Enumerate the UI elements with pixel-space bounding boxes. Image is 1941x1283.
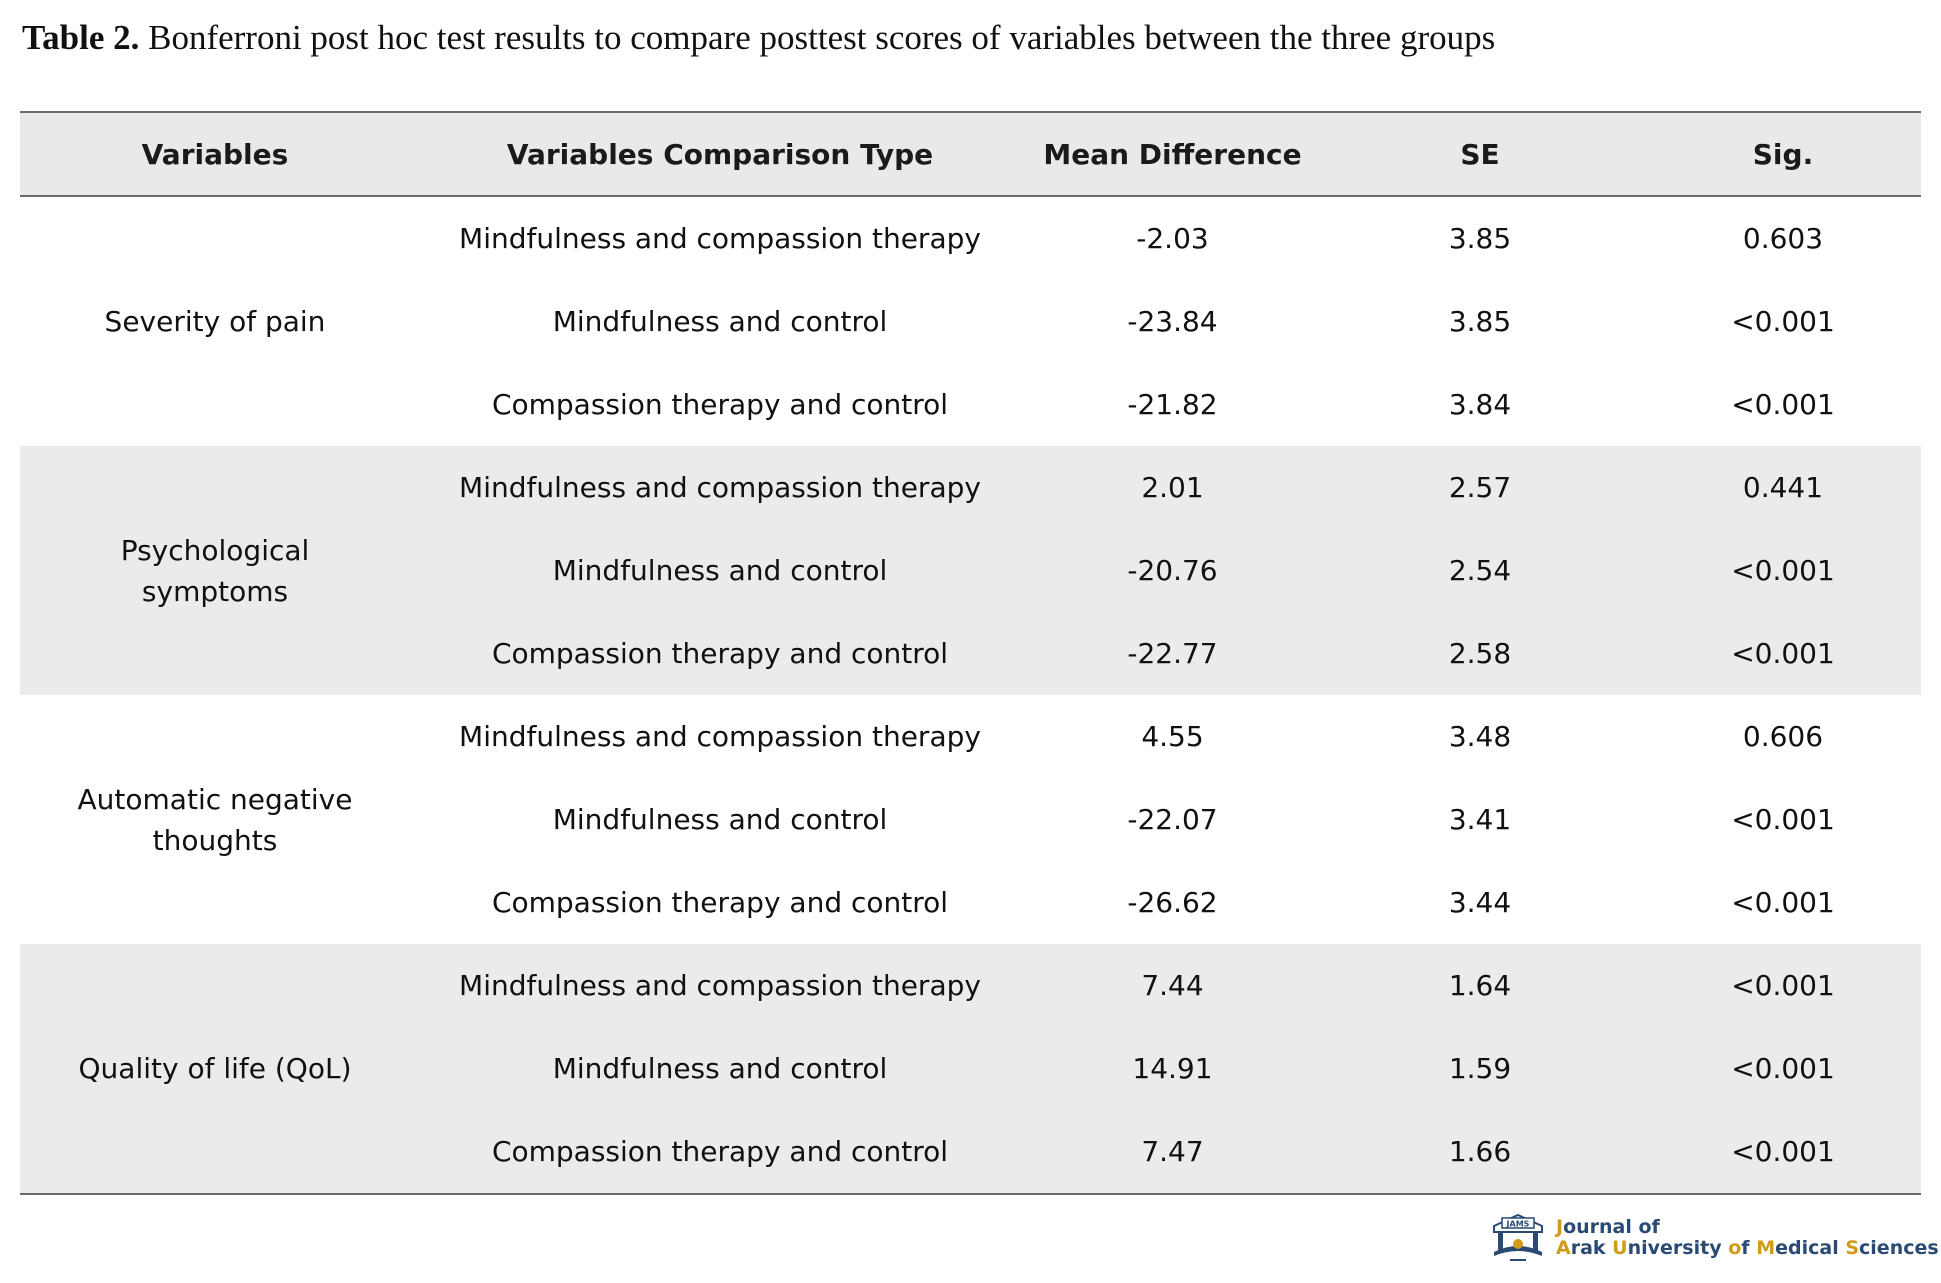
table-row: Mindfulness and control -22.07 3.41 <0.001 xyxy=(410,778,1921,861)
comparison-type-cell: Mindfulness and compassion therapy xyxy=(459,222,981,255)
sig-cell: <0.001 xyxy=(1731,803,1835,836)
comparison-type-cell: Mindfulness and compassion therapy xyxy=(459,969,981,1002)
comparison-type-cell: Compassion therapy and control xyxy=(491,637,949,670)
table-bottom-rule xyxy=(20,1193,1921,1195)
header-sig: Sig. xyxy=(1752,137,1814,171)
mean-difference-cell: -22.07 xyxy=(1127,803,1218,836)
table-row: Mindfulness and compassion therapy 7.44 1.… xyxy=(410,944,1921,1027)
results-table: Variables Variables Comparison Type Mean… xyxy=(20,111,1921,1195)
comparison-type-cell: Mindfulness and compassion therapy xyxy=(459,471,981,504)
table-row: Mindfulness and control 14.91 1.59 <0.001 xyxy=(410,1027,1921,1110)
se-cell: 1.59 xyxy=(1448,1052,1512,1085)
variable-group: Psychological symptoms Mindfulness and co… xyxy=(20,446,1921,695)
se-cell: 3.41 xyxy=(1448,803,1512,836)
comparison-type-cell: Mindfulness and control xyxy=(552,803,888,836)
journal-name: Journal of Arak University of Medical Sc… xyxy=(1556,1217,1939,1259)
se-cell: 3.85 xyxy=(1448,222,1512,255)
mean-difference-cell: -2.03 xyxy=(1136,222,1209,255)
table-caption: Table 2. Bonferroni post hoc test result… xyxy=(22,18,1495,58)
mean-difference-cell: 7.47 xyxy=(1141,1135,1204,1168)
sig-cell: 0.603 xyxy=(1742,222,1824,255)
table-row: Compassion therapy and control -22.77 2.58… xyxy=(410,612,1921,695)
table-number: Table 2. xyxy=(22,18,140,57)
header-se: SE xyxy=(1460,137,1500,171)
mean-difference-cell: -21.82 xyxy=(1127,388,1218,421)
comparison-type-cell: Mindfulness and control xyxy=(552,1052,888,1085)
sig-cell: <0.001 xyxy=(1731,388,1835,421)
emblem-text: JAMS xyxy=(1506,1220,1530,1229)
se-cell: 3.85 xyxy=(1448,305,1512,338)
mean-difference-cell: 7.44 xyxy=(1141,969,1204,1002)
journal-logo: JAMS Journal of Arak University of Medic… xyxy=(1488,1212,1939,1264)
sig-cell: <0.001 xyxy=(1731,1052,1835,1085)
mean-difference-cell: -22.77 xyxy=(1127,637,1218,670)
comparison-type-cell: Compassion therapy and control xyxy=(491,886,949,919)
sig-cell: 0.441 xyxy=(1742,471,1824,504)
se-cell: 1.66 xyxy=(1448,1135,1512,1168)
header-mean-difference: Mean Difference xyxy=(1043,137,1302,171)
comparison-type-cell: Mindfulness and compassion therapy xyxy=(459,720,981,753)
table-header: Variables Variables Comparison Type Mean… xyxy=(20,111,1921,197)
se-cell: 2.58 xyxy=(1448,637,1512,670)
journal-name-line1: Journal of xyxy=(1556,1216,1660,1238)
table-row: Mindfulness and compassion therapy 2.01 2.… xyxy=(410,446,1921,529)
table-row: Compassion therapy and control -21.82 3.84… xyxy=(410,363,1921,446)
sig-cell: <0.001 xyxy=(1731,637,1835,670)
table-row: Mindfulness and control -23.84 3.85 <0.001 xyxy=(410,280,1921,363)
se-cell: 3.44 xyxy=(1448,886,1512,919)
comparison-type-cell: Mindfulness and control xyxy=(552,554,888,587)
mean-difference-cell: -26.62 xyxy=(1127,886,1218,919)
se-cell: 2.57 xyxy=(1448,471,1512,504)
sig-cell: <0.001 xyxy=(1731,969,1835,1002)
se-cell: 3.84 xyxy=(1448,388,1512,421)
se-cell: 3.48 xyxy=(1448,720,1512,753)
variable-name: Psychological symptoms xyxy=(120,533,310,608)
header-comparison-type: Variables Comparison Type xyxy=(506,137,934,171)
header-variables: Variables xyxy=(141,137,289,171)
mean-difference-cell: 14.91 xyxy=(1132,1052,1213,1085)
mean-difference-cell: 4.55 xyxy=(1141,720,1204,753)
comparison-type-cell: Compassion therapy and control xyxy=(491,1135,949,1168)
sig-cell: <0.001 xyxy=(1731,1135,1835,1168)
sig-cell: <0.001 xyxy=(1731,305,1835,338)
variable-group: Severity of pain Mindfulness and compassi… xyxy=(20,197,1921,446)
variable-group: Automatic negative thoughts Mindfulness a… xyxy=(20,695,1921,944)
se-cell: 2.54 xyxy=(1448,554,1512,587)
variable-name: Quality of life (QoL) xyxy=(78,1052,352,1085)
table-row: Mindfulness and control -20.76 2.54 <0.001 xyxy=(410,529,1921,612)
sig-cell: <0.001 xyxy=(1731,554,1835,587)
se-cell: 1.64 xyxy=(1448,969,1512,1002)
mean-difference-cell: 2.01 xyxy=(1141,471,1204,504)
comparison-type-cell: Mindfulness and control xyxy=(552,305,888,338)
table-body: Severity of pain Mindfulness and compassi… xyxy=(20,197,1921,1193)
variable-name: Automatic negative thoughts xyxy=(77,782,353,857)
journal-name-line2: Arak University of Medical Sciences xyxy=(1556,1237,1939,1259)
mean-difference-cell: -23.84 xyxy=(1127,305,1218,338)
comparison-type-cell: Compassion therapy and control xyxy=(491,388,949,421)
journal-emblem-icon: JAMS xyxy=(1493,1213,1543,1261)
table-row: Compassion therapy and control -26.62 3.44… xyxy=(410,861,1921,944)
table-row: Mindfulness and compassion therapy -2.03 3… xyxy=(410,197,1921,280)
table-row: Mindfulness and compassion therapy 4.55 3.… xyxy=(410,695,1921,778)
sig-cell: 0.606 xyxy=(1742,720,1824,753)
table-row: Compassion therapy and control 7.47 1.66 <0… xyxy=(410,1110,1921,1193)
variable-group: Quality of life (QoL) Mindfulness and com… xyxy=(20,944,1921,1193)
sig-cell: <0.001 xyxy=(1731,886,1835,919)
mean-difference-cell: -20.76 xyxy=(1127,554,1218,587)
table-title: Bonferroni post hoc test results to comp… xyxy=(148,18,1496,57)
variable-name: Severity of pain xyxy=(104,305,326,338)
